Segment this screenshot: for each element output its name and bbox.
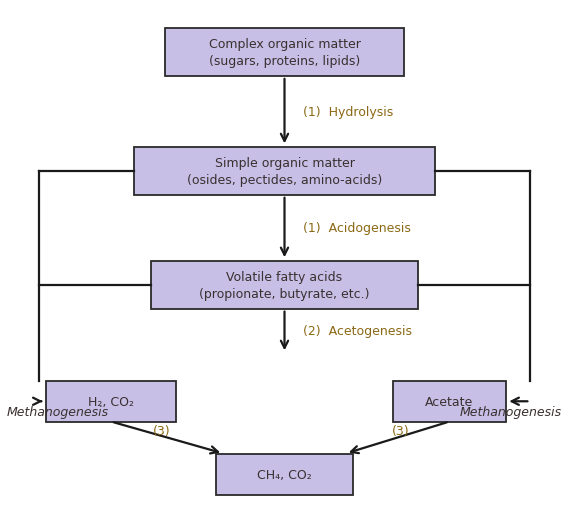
Text: Complex organic matter
(sugars, proteins, lipids): Complex organic matter (sugars, proteins… bbox=[209, 38, 360, 68]
Text: H₂, CO₂: H₂, CO₂ bbox=[88, 395, 134, 408]
FancyBboxPatch shape bbox=[151, 262, 418, 309]
FancyBboxPatch shape bbox=[165, 29, 404, 77]
Text: Methanogenesis: Methanogenesis bbox=[460, 405, 562, 418]
Text: (2)  Acetogenesis: (2) Acetogenesis bbox=[303, 325, 412, 338]
Text: (3): (3) bbox=[393, 424, 410, 437]
Text: Volatile fatty acids
(propionate, butyrate, etc.): Volatile fatty acids (propionate, butyra… bbox=[199, 270, 370, 300]
Text: Acetate: Acetate bbox=[426, 395, 473, 408]
FancyBboxPatch shape bbox=[393, 381, 506, 422]
Text: Methanogenesis: Methanogenesis bbox=[7, 405, 109, 418]
Text: (3): (3) bbox=[154, 424, 171, 437]
Text: Simple organic matter
(osides, pectides, amino-acids): Simple organic matter (osides, pectides,… bbox=[187, 157, 382, 187]
FancyBboxPatch shape bbox=[216, 454, 353, 495]
FancyBboxPatch shape bbox=[134, 147, 435, 195]
Text: CH₄, CO₂: CH₄, CO₂ bbox=[257, 468, 312, 481]
Text: (1)  Acidogenesis: (1) Acidogenesis bbox=[303, 222, 411, 235]
FancyBboxPatch shape bbox=[46, 381, 176, 422]
Text: (1)  Hydrolysis: (1) Hydrolysis bbox=[303, 106, 393, 119]
